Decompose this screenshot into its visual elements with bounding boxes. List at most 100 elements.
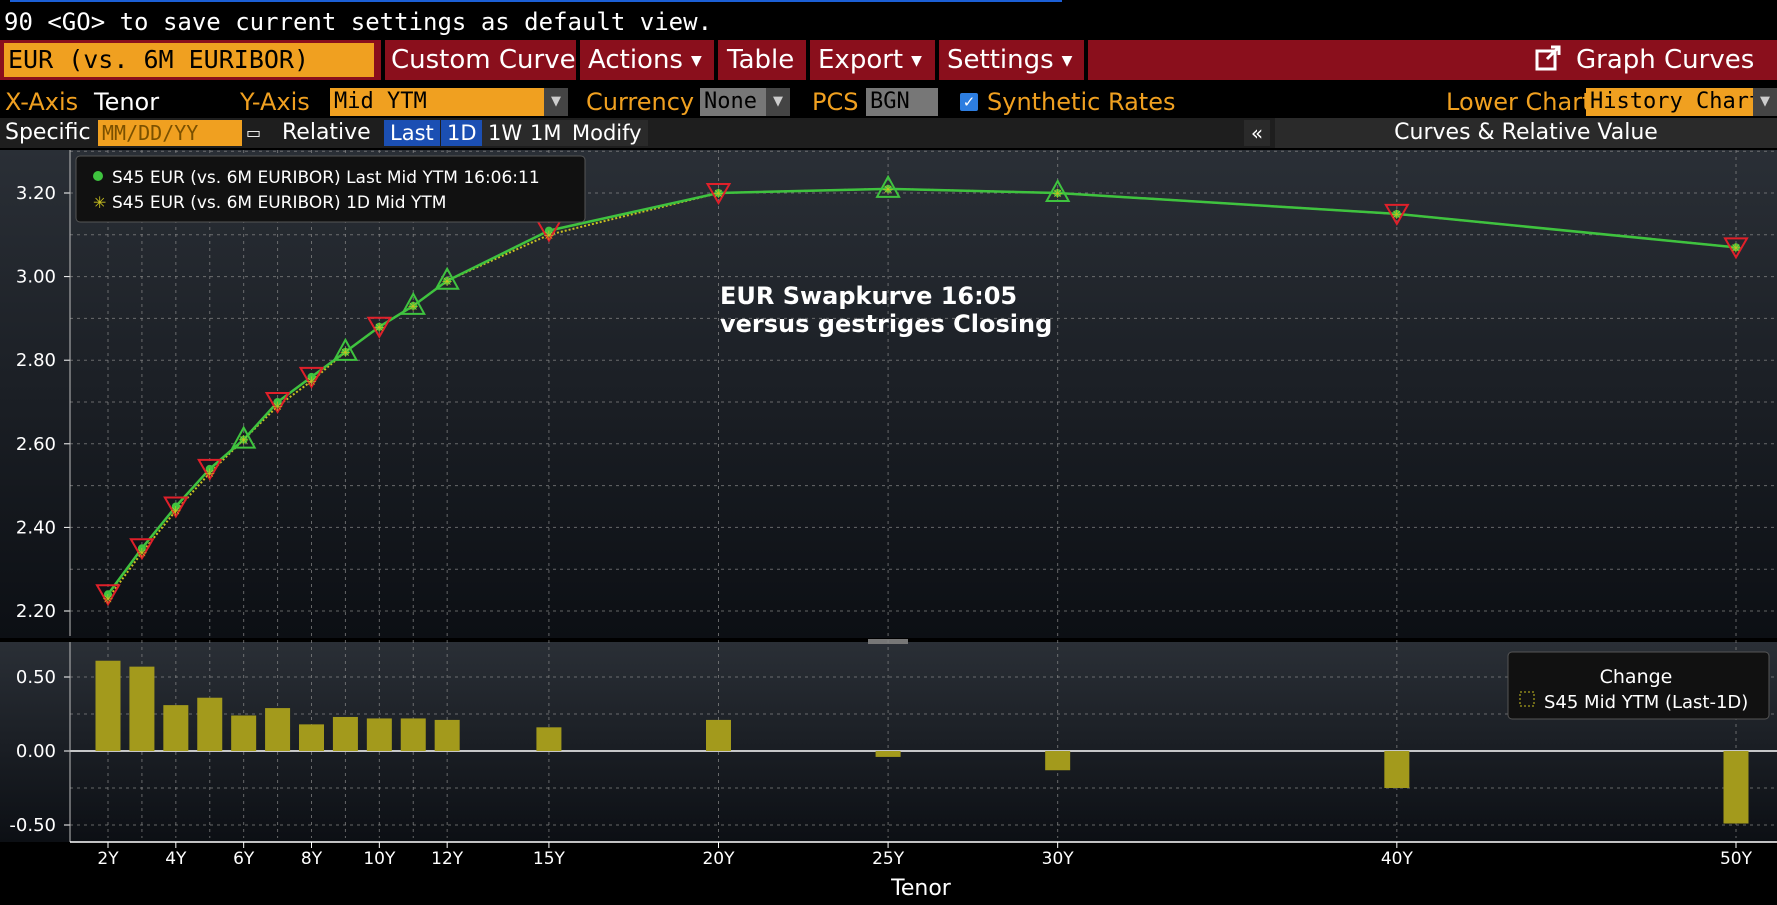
1w-button[interactable]: 1W xyxy=(482,120,529,146)
change-bar xyxy=(129,666,155,751)
change-bar xyxy=(332,716,358,751)
x-tick-label: 50Y xyxy=(1720,849,1753,869)
command-line-border xyxy=(10,0,1062,2)
export-menu[interactable]: Export ▼ xyxy=(818,40,922,80)
change-bar xyxy=(400,718,426,751)
triangle-down-marker xyxy=(705,183,732,205)
date-input[interactable]: MM/DD/YY xyxy=(98,120,242,146)
curve-chart: 2.20 2.40 2.60 2.80 3.00 3.20 -0.50 0.00 0.50 2Y 4… xyxy=(0,150,1777,901)
hint-bar: 90 <GO> to save current settings as defa… xyxy=(0,0,1777,40)
triangle-down-marker xyxy=(1384,203,1410,226)
data-point-star: ✳ xyxy=(442,275,453,290)
actions-menu[interactable]: Actions ▼ xyxy=(588,40,702,80)
curve-selector[interactable]: EUR (vs. 6M EURIBOR) xyxy=(4,43,374,77)
caret-down-icon: ▼ xyxy=(690,52,702,69)
triangle-down-marker xyxy=(95,584,121,607)
calendar-icon[interactable]: ▭ xyxy=(246,123,262,142)
1m-button[interactable]: 1M xyxy=(524,120,568,146)
change-bar xyxy=(231,715,257,751)
synthetic-rates-label: Synthetic Rates xyxy=(987,88,1176,116)
data-point xyxy=(1732,243,1740,252)
legend-1d: S45 EUR (vs. 6M EURIBOR) 1D Mid YTM xyxy=(112,193,446,213)
data-point xyxy=(1392,209,1401,218)
data-point-star: ✳ xyxy=(238,434,249,449)
dropdown-arrow-icon[interactable]: ▼ xyxy=(1753,88,1777,116)
data-point xyxy=(544,226,553,235)
x-axis-value[interactable]: Tenor xyxy=(94,88,160,116)
chart-annotation-line2: versus gestriges Closing xyxy=(720,310,1052,338)
lower-chart-select[interactable]: History Chart xyxy=(1586,88,1762,116)
triangle-down-marker xyxy=(298,366,325,389)
table-button[interactable]: Table xyxy=(727,45,795,75)
triangle-down-marker xyxy=(1723,237,1749,260)
1d-button[interactable]: 1D xyxy=(441,120,483,146)
data-point xyxy=(443,276,452,285)
hint-text: 90 <GO> to save current settings as defa… xyxy=(4,8,713,36)
data-point-star: ✳ xyxy=(340,346,351,361)
y-tick-label: 2.40 xyxy=(16,517,56,538)
axis-settings-bar: X-Axis Tenor Y-Axis Mid YTM ▼ Currency N… xyxy=(0,84,1777,120)
triangle-down-marker xyxy=(366,316,393,339)
x-tick-label: 10Y xyxy=(363,849,396,869)
specific-label: Specific xyxy=(5,120,91,145)
caret-down-icon: ▼ xyxy=(911,52,922,69)
x-tick-label: 25Y xyxy=(872,849,905,869)
data-point xyxy=(137,544,146,553)
legend-bar-swatch-icon xyxy=(1519,691,1535,707)
chart-annotation-line1: EUR Swapkurve 16:05 xyxy=(720,282,1017,310)
currency-label: Currency xyxy=(586,88,695,116)
lower-legend-title: Change xyxy=(1600,666,1673,688)
y-tick-label: 2.80 xyxy=(16,350,56,371)
x-tick-label: 6Y xyxy=(233,849,255,869)
last-button[interactable]: Last xyxy=(384,120,440,146)
change-bar xyxy=(434,719,460,751)
modify-button[interactable]: Modify xyxy=(566,120,648,146)
y-tick-label: 0.50 xyxy=(16,667,56,688)
data-point-star: ✳ xyxy=(543,229,554,244)
change-bar xyxy=(299,724,324,751)
y-tick-label: 2.60 xyxy=(16,434,56,455)
legend-last: S45 EUR (vs. 6M EURIBOR) Last Mid YTM 16… xyxy=(112,168,540,188)
x-tick-label: 15Y xyxy=(533,849,566,869)
lower-legend-series: S45 Mid YTM (Last-1D) xyxy=(1544,692,1748,713)
date-toolbar: Specific MM/DD/YY ▭ Relative Last 1D 1W … xyxy=(0,118,1777,148)
pcs-field[interactable]: BGN xyxy=(866,88,938,116)
menu-separator xyxy=(714,40,718,80)
popout-icon xyxy=(1535,45,1561,71)
menu-separator xyxy=(381,40,385,80)
menu-separator xyxy=(576,40,580,80)
triangle-down-marker xyxy=(129,538,155,561)
menu-separator xyxy=(806,40,810,80)
chart-area: 2.20 2.40 2.60 2.80 3.00 3.20 -0.50 0.00 0.50 2Y 4… xyxy=(0,150,1777,901)
upper-legend-box xyxy=(75,155,586,223)
data-point xyxy=(104,590,112,599)
y-tick-label: -0.50 xyxy=(9,815,56,836)
settings-menu[interactable]: Settings ▼ xyxy=(947,40,1072,80)
dropdown-arrow-icon[interactable]: ▼ xyxy=(766,88,790,116)
graph-curves-label: Graph Curves xyxy=(1576,45,1755,75)
data-point-star: ✳ xyxy=(1391,208,1402,223)
x-tick-label: 20Y xyxy=(702,849,735,869)
data-point-star: ✳ xyxy=(1052,187,1063,202)
synthetic-rates-checkbox[interactable]: ✓ xyxy=(960,93,978,111)
curves-relative-value-tab[interactable]: Curves & Relative Value xyxy=(1275,118,1777,148)
graph-curves-button[interactable]: Graph Curves xyxy=(1534,40,1754,80)
data-point xyxy=(273,398,282,406)
y-tick-label: 3.20 xyxy=(16,183,56,204)
export-label: Export xyxy=(818,45,904,75)
data-point-star: ✳ xyxy=(204,467,215,482)
x-tick-label: 40Y xyxy=(1381,849,1414,869)
lower-chart-label: Lower Chart xyxy=(1446,88,1592,116)
data-point-star: ✳ xyxy=(103,592,114,607)
dropdown-arrow-icon[interactable]: ▼ xyxy=(544,88,568,116)
triangle-up-marker xyxy=(332,337,359,361)
menu-separator xyxy=(935,40,939,80)
data-point xyxy=(714,189,723,197)
y-axis-select[interactable]: Mid YTM xyxy=(330,88,544,116)
data-point xyxy=(205,464,214,473)
currency-select[interactable]: None xyxy=(700,88,776,116)
collapse-panel-icon[interactable]: « xyxy=(1244,120,1270,146)
triangle-up-marker xyxy=(1044,178,1071,202)
custom-curve-button[interactable]: Custom Curve xyxy=(391,45,576,75)
x-tick-label: 8Y xyxy=(301,849,323,869)
